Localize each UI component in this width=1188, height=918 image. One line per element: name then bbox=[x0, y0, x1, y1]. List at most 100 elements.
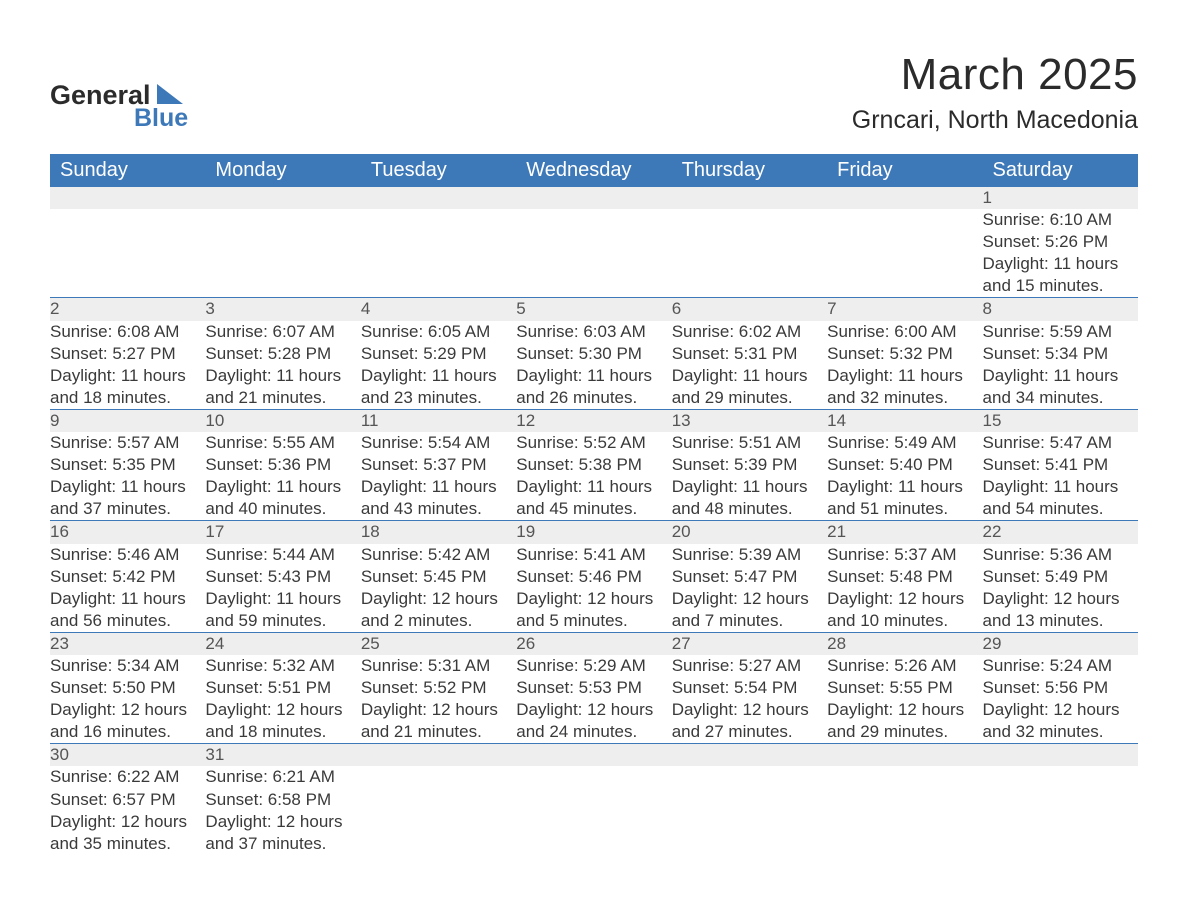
day-line: Sunrise: 6:05 AM bbox=[361, 321, 516, 343]
day-number: 14 bbox=[827, 409, 982, 432]
day-cell: Sunrise: 5:39 AMSunset: 5:47 PMDaylight:… bbox=[672, 544, 827, 633]
day-cell: Sunrise: 5:49 AMSunset: 5:40 PMDaylight:… bbox=[827, 432, 982, 521]
day-number: 10 bbox=[205, 409, 360, 432]
day-line: Sunrise: 5:55 AM bbox=[205, 432, 360, 454]
day-line: Daylight: 12 hours and 21 minutes. bbox=[361, 699, 516, 743]
col-wednesday: Wednesday bbox=[516, 154, 671, 187]
day-number bbox=[983, 744, 1138, 767]
day-cell: Sunrise: 6:10 AMSunset: 5:26 PMDaylight:… bbox=[983, 209, 1138, 298]
day-line: Sunrise: 5:34 AM bbox=[50, 655, 205, 677]
day-cell: Sunrise: 6:21 AMSunset: 6:58 PMDaylight:… bbox=[205, 766, 360, 854]
day-cell: Sunrise: 5:57 AMSunset: 5:35 PMDaylight:… bbox=[50, 432, 205, 521]
daynum-row: 16171819202122 bbox=[50, 521, 1138, 544]
day-line: Sunrise: 5:44 AM bbox=[205, 544, 360, 566]
day-cell: Sunrise: 5:31 AMSunset: 5:52 PMDaylight:… bbox=[361, 655, 516, 744]
day-line: Sunrise: 5:41 AM bbox=[516, 544, 671, 566]
day-line: Sunrise: 6:21 AM bbox=[205, 766, 360, 788]
day-line: Sunset: 5:56 PM bbox=[983, 677, 1138, 699]
day-line: Daylight: 11 hours and 56 minutes. bbox=[50, 588, 205, 632]
day-cell: Sunrise: 6:03 AMSunset: 5:30 PMDaylight:… bbox=[516, 321, 671, 410]
daynum-row: 2345678 bbox=[50, 298, 1138, 321]
col-thursday: Thursday bbox=[672, 154, 827, 187]
day-number: 21 bbox=[827, 521, 982, 544]
day-cell: Sunrise: 5:51 AMSunset: 5:39 PMDaylight:… bbox=[672, 432, 827, 521]
day-line: Sunrise: 5:29 AM bbox=[516, 655, 671, 677]
day-cell: Sunrise: 5:59 AMSunset: 5:34 PMDaylight:… bbox=[983, 321, 1138, 410]
day-cell: Sunrise: 6:07 AMSunset: 5:28 PMDaylight:… bbox=[205, 321, 360, 410]
day-line: Sunset: 5:26 PM bbox=[983, 231, 1138, 253]
day-line: Sunset: 5:43 PM bbox=[205, 566, 360, 588]
day-number: 26 bbox=[516, 632, 671, 655]
day-line: Sunset: 5:47 PM bbox=[672, 566, 827, 588]
day-line: Sunset: 5:34 PM bbox=[983, 343, 1138, 365]
day-line: Daylight: 12 hours and 13 minutes. bbox=[983, 588, 1138, 632]
logo-triangle-icon bbox=[157, 84, 183, 104]
day-number: 1 bbox=[983, 187, 1138, 209]
day-number: 5 bbox=[516, 298, 671, 321]
day-line: Daylight: 11 hours and 40 minutes. bbox=[205, 476, 360, 520]
day-number bbox=[516, 744, 671, 767]
day-cell: Sunrise: 5:55 AMSunset: 5:36 PMDaylight:… bbox=[205, 432, 360, 521]
day-line: Sunrise: 6:02 AM bbox=[672, 321, 827, 343]
day-line: Daylight: 11 hours and 45 minutes. bbox=[516, 476, 671, 520]
weekday-header-row: Sunday Monday Tuesday Wednesday Thursday… bbox=[50, 154, 1138, 187]
daynum-row: 3031 bbox=[50, 744, 1138, 767]
day-line: Sunrise: 6:10 AM bbox=[983, 209, 1138, 231]
day-line: Daylight: 12 hours and 16 minutes. bbox=[50, 699, 205, 743]
day-line: Sunrise: 6:07 AM bbox=[205, 321, 360, 343]
day-line: Sunrise: 5:52 AM bbox=[516, 432, 671, 454]
day-line: Sunrise: 5:24 AM bbox=[983, 655, 1138, 677]
day-number bbox=[205, 187, 360, 209]
day-cell: Sunrise: 5:54 AMSunset: 5:37 PMDaylight:… bbox=[361, 432, 516, 521]
day-number: 11 bbox=[361, 409, 516, 432]
day-line: Sunrise: 5:37 AM bbox=[827, 544, 982, 566]
day-number: 27 bbox=[672, 632, 827, 655]
day-line: Sunrise: 5:31 AM bbox=[361, 655, 516, 677]
day-line: Sunrise: 5:36 AM bbox=[983, 544, 1138, 566]
calendar-head: Sunday Monday Tuesday Wednesday Thursday… bbox=[50, 154, 1138, 187]
day-number bbox=[827, 744, 982, 767]
day-line: Daylight: 12 hours and 18 minutes. bbox=[205, 699, 360, 743]
day-number bbox=[827, 187, 982, 209]
day-number: 3 bbox=[205, 298, 360, 321]
day-number: 23 bbox=[50, 632, 205, 655]
day-line: Sunset: 5:41 PM bbox=[983, 454, 1138, 476]
day-line: Daylight: 11 hours and 48 minutes. bbox=[672, 476, 827, 520]
col-friday: Friday bbox=[827, 154, 982, 187]
day-line: Daylight: 12 hours and 37 minutes. bbox=[205, 811, 360, 855]
day-line: Sunrise: 6:08 AM bbox=[50, 321, 205, 343]
page-subtitle: Grncari, North Macedonia bbox=[852, 106, 1138, 135]
day-line: Sunset: 5:54 PM bbox=[672, 677, 827, 699]
day-line: Sunrise: 5:26 AM bbox=[827, 655, 982, 677]
day-line: Daylight: 11 hours and 32 minutes. bbox=[827, 365, 982, 409]
day-cell: Sunrise: 5:34 AMSunset: 5:50 PMDaylight:… bbox=[50, 655, 205, 744]
day-cell: Sunrise: 6:05 AMSunset: 5:29 PMDaylight:… bbox=[361, 321, 516, 410]
day-cell bbox=[983, 766, 1138, 854]
day-number bbox=[672, 187, 827, 209]
day-number: 8 bbox=[983, 298, 1138, 321]
day-line: Sunrise: 6:03 AM bbox=[516, 321, 671, 343]
day-line: Daylight: 11 hours and 51 minutes. bbox=[827, 476, 982, 520]
day-line: Sunset: 5:48 PM bbox=[827, 566, 982, 588]
day-line: Sunset: 5:27 PM bbox=[50, 343, 205, 365]
day-number: 12 bbox=[516, 409, 671, 432]
day-cell bbox=[827, 766, 982, 854]
day-line: Sunset: 5:28 PM bbox=[205, 343, 360, 365]
day-cell: Sunrise: 5:32 AMSunset: 5:51 PMDaylight:… bbox=[205, 655, 360, 744]
day-cell: Sunrise: 5:37 AMSunset: 5:48 PMDaylight:… bbox=[827, 544, 982, 633]
day-cell: Sunrise: 5:26 AMSunset: 5:55 PMDaylight:… bbox=[827, 655, 982, 744]
day-line: Daylight: 11 hours and 21 minutes. bbox=[205, 365, 360, 409]
day-line: Sunset: 5:55 PM bbox=[827, 677, 982, 699]
day-number bbox=[50, 187, 205, 209]
day-number: 17 bbox=[205, 521, 360, 544]
day-line: Sunrise: 6:22 AM bbox=[50, 766, 205, 788]
day-number bbox=[516, 187, 671, 209]
day-line: Sunset: 5:40 PM bbox=[827, 454, 982, 476]
col-saturday: Saturday bbox=[983, 154, 1138, 187]
day-line: Sunset: 6:58 PM bbox=[205, 789, 360, 811]
day-number: 7 bbox=[827, 298, 982, 321]
page-title: March 2025 bbox=[852, 50, 1138, 100]
day-number: 22 bbox=[983, 521, 1138, 544]
day-number: 28 bbox=[827, 632, 982, 655]
day-cell: Sunrise: 5:42 AMSunset: 5:45 PMDaylight:… bbox=[361, 544, 516, 633]
